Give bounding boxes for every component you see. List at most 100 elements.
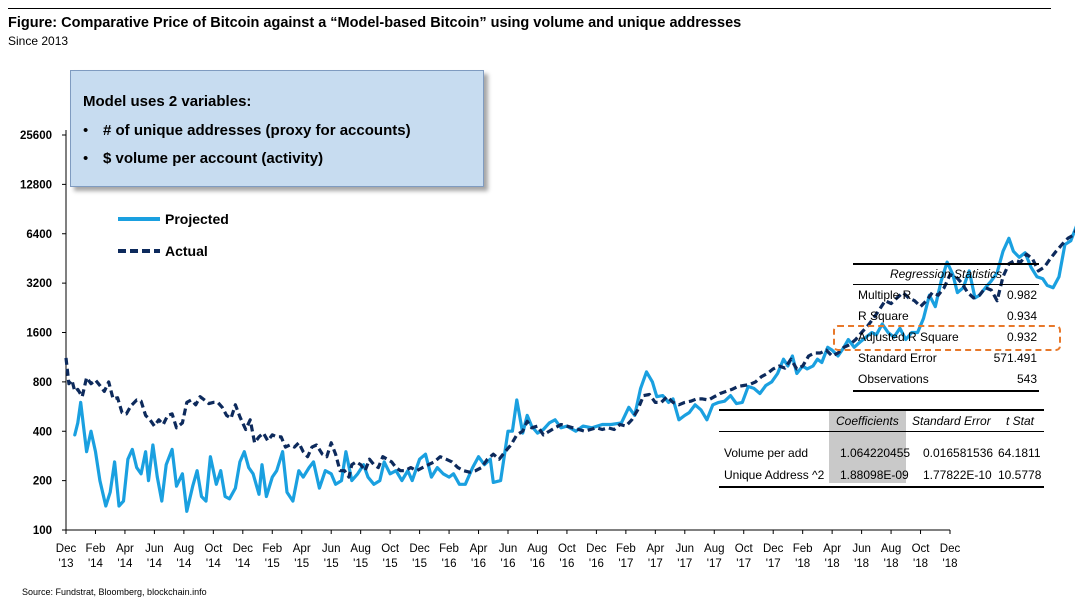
y-tick-label: 200 — [33, 476, 52, 488]
x-tick-month: Apr — [293, 543, 311, 555]
x-tick-year: '14 — [206, 558, 222, 570]
x-tick-year: '16 — [530, 558, 545, 570]
x-tick-month: Jun — [676, 543, 695, 555]
x-tick-month: Dec — [763, 543, 784, 555]
se-value: 1.77822E-10 — [923, 468, 992, 482]
model-bullet-2-text: $ volume per account (activity) — [103, 150, 324, 167]
adjusted-r-square-highlight — [833, 325, 1061, 351]
x-tick-year: '14 — [235, 558, 251, 570]
regression-row: R Square 0.934 — [853, 306, 1039, 327]
chart-legend: Projected Actual — [118, 211, 229, 259]
coefficients-row: Volume per add 1.064220455 0.016581536 6… — [719, 442, 1044, 464]
x-tick-month: Oct — [912, 543, 931, 555]
x-tick-year: '18 — [825, 558, 840, 570]
x-tick-year: '15 — [324, 558, 339, 570]
stat-value: 0.934 — [1006, 309, 1037, 323]
x-tick-year: '17 — [677, 558, 692, 570]
x-tick-year: '14 — [117, 558, 133, 570]
source-note: Source: Fundstrat, Bloomberg, blockchain… — [22, 587, 207, 597]
x-tick-month: Apr — [823, 543, 841, 555]
model-bullet-1-text: # of unique addresses (proxy for account… — [103, 122, 411, 139]
x-tick-year: '16 — [589, 558, 604, 570]
x-tick-month: Jun — [852, 543, 871, 555]
coef-value: 1.064220455 — [840, 446, 911, 460]
x-tick-month: Oct — [558, 543, 577, 555]
model-bullet-1: • # of unique addresses (proxy for accoun… — [83, 122, 411, 139]
x-tick-month: Oct — [735, 543, 754, 555]
y-tick-label: 1600 — [26, 328, 52, 340]
x-tick-year: '15 — [412, 558, 427, 570]
regression-stats-table: Regression Statistics Multiple R 0.982 R … — [853, 263, 1039, 392]
stat-value: 543 — [1016, 372, 1037, 386]
x-tick-year: '16 — [559, 558, 574, 570]
stat-value: 571.491 — [993, 351, 1037, 365]
x-tick-month: Aug — [350, 543, 370, 555]
coefficients-header: Coefficients Standard Error t Stat — [719, 409, 1044, 432]
y-tick-label: 100 — [33, 525, 52, 537]
x-tick-year: '16 — [501, 558, 516, 570]
se-header: Standard Error — [912, 414, 991, 428]
x-tick-month: Aug — [704, 543, 724, 555]
x-tick-year: '18 — [943, 558, 958, 570]
y-tick-label: 6400 — [26, 229, 52, 241]
tstat-value: 10.5778 — [998, 468, 1042, 482]
regression-row: Standard Error 571.491 — [853, 348, 1039, 369]
x-tick-year: '16 — [471, 558, 486, 570]
y-tick-label: 12800 — [20, 179, 52, 191]
model-bullet-2: • $ volume per account (activity) — [83, 150, 324, 167]
x-tick-month: Oct — [381, 543, 400, 555]
x-tick-year: '15 — [353, 558, 368, 570]
x-tick-month: Dec — [409, 543, 430, 555]
x-tick-year: '17 — [648, 558, 663, 570]
regression-row: Multiple R 0.982 — [853, 285, 1039, 306]
x-tick-year: '17 — [766, 558, 781, 570]
x-tick-month: Dec — [233, 543, 254, 555]
x-tick-year: '14 — [88, 558, 104, 570]
stat-label: Observations — [858, 372, 929, 386]
x-tick-year: '17 — [707, 558, 722, 570]
y-tick-label: 400 — [33, 426, 52, 438]
x-tick-month: Dec — [56, 543, 77, 555]
x-tick-year: '15 — [383, 558, 398, 570]
x-tick-month: Jun — [322, 543, 341, 555]
coefficients-table: Coefficients Standard Error t Stat Volum… — [719, 409, 1044, 488]
x-tick-month: Feb — [439, 543, 459, 555]
x-tick-month: Jun — [499, 543, 518, 555]
tstat-value: 64.1811 — [998, 446, 1041, 460]
tstat-header: t Stat — [1006, 414, 1035, 428]
x-tick-month: Jun — [145, 543, 164, 555]
stat-label: Multiple R — [858, 288, 912, 302]
x-tick-year: '17 — [736, 558, 751, 570]
y-tick-label: 25600 — [20, 130, 52, 142]
stat-label: R Square — [858, 309, 909, 323]
x-tick-year: '16 — [442, 558, 457, 570]
coefficients-row: Unique Address ^2 1.88098E-09 1.77822E-1… — [719, 464, 1044, 488]
chart-axes: 100 200 400 800 1600 3200 6400 12800 25600 Dec '13… — [20, 130, 960, 570]
x-tick-year: '18 — [795, 558, 810, 570]
x-tick-year: '13 — [59, 558, 74, 570]
stat-value: 0.932 — [1006, 330, 1037, 344]
x-tick-year: '14 — [176, 558, 192, 570]
x-tick-month: Dec — [940, 543, 961, 555]
x-tick-month: Aug — [527, 543, 547, 555]
series-line-actual — [64, 228, 1075, 479]
legend-label-actual: Actual — [165, 243, 208, 259]
coef-label: Volume per add — [724, 446, 809, 460]
coef-value: 1.88098E-09 — [840, 468, 909, 482]
x-tick-month: Feb — [793, 543, 813, 555]
chart-lines — [64, 225, 1075, 513]
regression-stats-title: Regression Statistics — [853, 263, 1039, 285]
x-tick-month: Aug — [174, 543, 194, 555]
coef-label: Unique Address ^2 — [724, 468, 825, 482]
coef-header: Coefficients — [836, 414, 899, 428]
x-tick-month: Aug — [881, 543, 901, 555]
x-tick-year: '18 — [913, 558, 928, 570]
x-tick-month: Dec — [586, 543, 607, 555]
x-tick-year: '18 — [854, 558, 869, 570]
y-tick-label: 800 — [33, 377, 52, 389]
x-tick-month: Feb — [616, 543, 636, 555]
model-variables-box: Model uses 2 variables: • # of unique add… — [70, 70, 484, 187]
x-tick-year: '17 — [618, 558, 633, 570]
x-tick-year: '14 — [147, 558, 163, 570]
